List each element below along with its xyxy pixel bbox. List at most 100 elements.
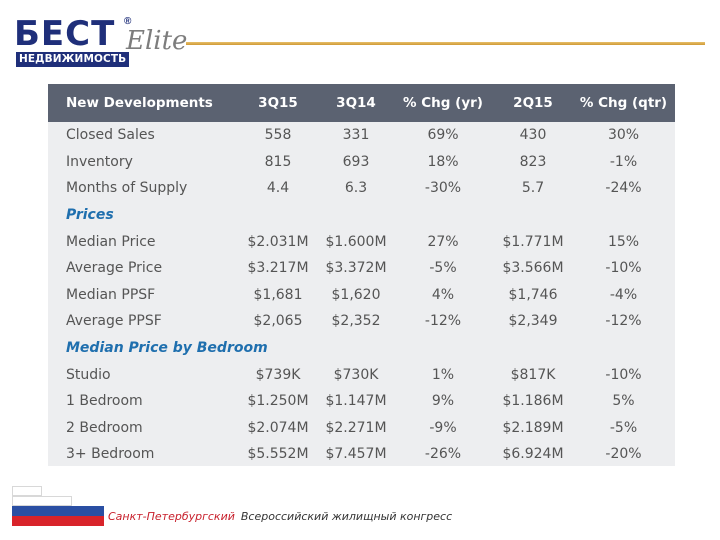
table-cell: -26% xyxy=(424,446,462,463)
table-cell: $6.924M xyxy=(502,446,564,463)
table-cell: 4% xyxy=(431,286,455,303)
row-label: Average PPSF xyxy=(66,313,162,330)
table-cell: $2,352 xyxy=(331,313,381,330)
table-cell: -24% xyxy=(605,180,642,197)
row-label: 1 Bedroom xyxy=(66,393,143,410)
table-cell: -9% xyxy=(429,419,457,436)
table-cell: $1.600M xyxy=(325,233,387,250)
column-header: 3Q15 xyxy=(258,95,298,111)
company-logo: БЕСТ ® Elite НЕДВИЖИМОСТЬ xyxy=(10,16,190,70)
row-label: Closed Sales xyxy=(66,127,155,144)
table-cell: $817K xyxy=(510,366,556,383)
row-label: Inventory xyxy=(66,153,133,170)
registered-mark: ® xyxy=(124,16,132,27)
row-label: Studio xyxy=(66,366,111,383)
table-cell: $3.372M xyxy=(325,260,387,277)
table-row: Average Price $3.217M $3.372M -5% $3.566M -10… xyxy=(48,255,675,282)
table-cell: 69% xyxy=(427,127,459,144)
table-cell: 6.3 xyxy=(344,180,368,197)
table-cell: $3.566M xyxy=(502,260,564,277)
table-row: Median Price $2.031M $1.600M 27% $1.771M 15% xyxy=(48,228,675,255)
table-cell: $2.031M xyxy=(247,233,309,250)
table-cell: -1% xyxy=(609,153,638,170)
column-header: New Developments xyxy=(66,95,213,111)
table-cell: $5.552M xyxy=(247,446,309,463)
table-row: 1 Bedroom $1.250M $1.147M 9% $1.186M 5% xyxy=(48,388,675,415)
row-label: Median Price xyxy=(66,233,156,250)
table-cell: -12% xyxy=(605,313,642,330)
table-cell: $1.771M xyxy=(502,233,564,250)
table-cell: -30% xyxy=(424,180,462,197)
section-heading: Median Price by Bedroom xyxy=(66,340,268,357)
table-cell: 823 xyxy=(519,153,547,170)
table-cell: $739K xyxy=(255,366,301,383)
row-label: 3+ Bedroom xyxy=(66,446,155,463)
column-header: 2Q15 xyxy=(513,95,553,111)
flag-stripe-blue xyxy=(12,506,104,516)
table-cell: $2,065 xyxy=(253,313,303,330)
table-cell: $1,746 xyxy=(508,286,558,303)
row-label: Median PPSF xyxy=(66,286,156,303)
table-row: Average PPSF $2,065 $2,352 -12% $2,349 -12% xyxy=(48,308,675,335)
table-cell: $2.074M xyxy=(247,419,309,436)
table-row: Inventory 815 693 18% 823 -1% xyxy=(48,149,675,176)
table-cell: -10% xyxy=(605,260,642,277)
flag-stripe-red xyxy=(12,516,104,526)
footer-event: Всероссийский жилищный конгресс xyxy=(240,510,453,523)
table-cell: 693 xyxy=(342,153,370,170)
table-cell: $730K xyxy=(333,366,379,383)
russian-flag-graphic xyxy=(12,484,104,530)
table-cell: 9% xyxy=(431,393,455,410)
table-cell: $2.271M xyxy=(325,419,387,436)
row-label: Months of Supply xyxy=(66,180,188,197)
table-header-row: New Developments 3Q15 3Q14 % Chg (yr) 2Q… xyxy=(48,84,675,122)
table-cell: 30% xyxy=(607,127,640,144)
table-cell: -10% xyxy=(605,366,642,383)
row-label: Average Price xyxy=(66,260,163,277)
table-row: Studio $739K $730K 1% $817K -10% xyxy=(48,361,675,388)
column-header: % Chg (yr) xyxy=(403,95,483,111)
section-heading-row: Prices xyxy=(48,202,675,229)
header-divider xyxy=(186,42,705,45)
logo-wordmark: БЕСТ xyxy=(14,14,116,54)
logo-subtitle: НЕДВИЖИМОСТЬ xyxy=(16,52,130,67)
table-cell: -5% xyxy=(609,419,638,436)
table-cell: $1,681 xyxy=(253,286,303,303)
table-cell: $1,620 xyxy=(331,286,381,303)
table-cell: $2.189M xyxy=(502,419,564,436)
table-cell: 430 xyxy=(519,127,547,144)
table-row: Months of Supply 4.4 6.3 -30% 5.7 -24% xyxy=(48,175,675,202)
table-cell: -20% xyxy=(605,446,642,463)
table-cell: $1.186M xyxy=(502,393,564,410)
logo-script: Elite xyxy=(126,26,188,56)
table-cell: -4% xyxy=(609,286,638,303)
section-heading-row: Median Price by Bedroom xyxy=(48,335,675,362)
footer-caption: Санкт-Петербургский Всероссийский жилищны… xyxy=(108,510,452,523)
table-cell: 5.7 xyxy=(521,180,545,197)
table-cell: $3.217M xyxy=(247,260,309,277)
table-cell: $2,349 xyxy=(508,313,558,330)
table-cell: 15% xyxy=(607,233,640,250)
footer-city: Санкт-Петербургский xyxy=(108,510,235,523)
table-row: 3+ Bedroom $5.552M $7.457M -26% $6.924M -20% xyxy=(48,441,675,468)
table-cell: -5% xyxy=(429,260,457,277)
table-cell: 5% xyxy=(612,393,635,410)
stats-table-panel: New Developments 3Q15 3Q14 % Chg (yr) 2Q… xyxy=(48,84,675,466)
table-cell: 4.4 xyxy=(266,180,290,197)
table-cell: $7.457M xyxy=(325,446,387,463)
new-developments-table: New Developments 3Q15 3Q14 % Chg (yr) 2Q… xyxy=(48,84,675,468)
flag-stripe-white xyxy=(12,486,42,496)
table-row: 2 Bedroom $2.074M $2.271M -9% $2.189M -5% xyxy=(48,415,675,442)
table-cell: 27% xyxy=(427,233,459,250)
table-row: Closed Sales 558 331 69% 430 30% xyxy=(48,122,675,149)
section-heading: Prices xyxy=(66,207,114,224)
row-label: 2 Bedroom xyxy=(66,419,143,436)
flag-stripe-white xyxy=(12,496,72,506)
table-cell: 331 xyxy=(342,127,370,144)
table-cell: 558 xyxy=(264,127,292,144)
table-cell: $1.250M xyxy=(247,393,309,410)
table-cell: -12% xyxy=(424,313,462,330)
table-row: Median PPSF $1,681 $1,620 4% $1,746 -4% xyxy=(48,282,675,309)
column-header: % Chg (qtr) xyxy=(579,95,668,111)
table-cell: $1.147M xyxy=(325,393,387,410)
